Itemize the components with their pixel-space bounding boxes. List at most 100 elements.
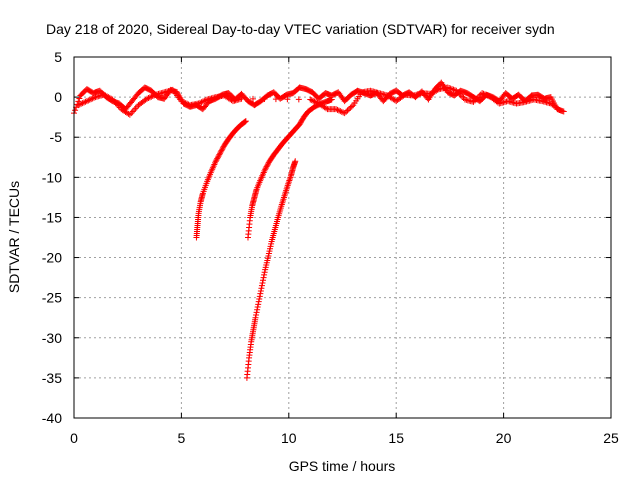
data-point-fill [145,95,152,102]
data-point-fill [459,93,466,100]
y-tick-label: -15 [42,209,62,225]
data-point [144,95,151,102]
data-point-fill [241,119,248,126]
data-point-fill [260,277,267,284]
data-point-fill [256,293,263,300]
data-point-fill [149,93,156,100]
data-point-fill [308,97,315,104]
data-point-fill [446,85,453,92]
data-point [262,166,269,173]
data-point-fill [476,93,483,100]
data-point-fill [253,312,260,319]
data-point-fill [215,152,222,159]
data-point-fill [179,98,186,105]
data-point-fill [457,92,464,99]
data-point-fill [454,89,461,96]
data-point-fill [261,95,268,102]
data-point-fill [146,94,153,101]
data-point-fill [473,95,480,102]
data-point-fill [197,99,204,106]
data-point-fill [78,100,85,107]
data-point-fill [254,306,261,313]
data-point-fill [345,106,352,113]
data-point-fill [264,162,271,169]
data-point-fill [323,105,330,112]
data-point-fill [284,96,291,103]
y-axis-label: SDTVAR / TECUs [6,181,22,293]
data-point-fill [254,304,261,311]
data-point [258,282,265,289]
data-point-fill [484,92,491,99]
data-point-fill [216,151,223,158]
data-point-fill [76,101,83,108]
data-point-fill [85,97,92,104]
data-point-fill [201,97,208,104]
data-point-fill [483,92,490,99]
data-point [75,102,82,109]
data-point-fill [253,309,260,316]
data-point [307,96,314,103]
y-tick-label: -30 [42,330,62,346]
data-point-fill [258,285,265,292]
x-tick-label: 5 [178,430,186,446]
data-point-fill [310,97,317,104]
data-point-fill [343,108,350,115]
data-point [195,100,202,107]
data-point [341,110,348,117]
data-point-fill [450,86,457,93]
x-tick-label: 15 [388,430,404,446]
data-point-fill [262,164,269,171]
plot-frame [73,56,612,419]
data-point [479,90,486,97]
data-point-fill [272,96,279,103]
y-tick-label: 5 [54,49,62,65]
data-point-fill [295,96,302,103]
y-tick-label: -20 [42,250,62,266]
data-point [470,98,477,105]
data-point [83,98,90,105]
data-point-fill [434,86,441,93]
y-tick-label: 0 [54,89,62,105]
data-point-fill [198,99,205,106]
data-point-fill [471,97,478,104]
x-tick-label: 25 [603,430,619,446]
x-tick-label: 20 [496,430,512,446]
data-point-fill [259,279,266,286]
data-point-fill [199,98,206,105]
data-point-fill [81,99,88,106]
data-point [328,96,335,103]
data-point-fill [88,96,95,103]
data-point [238,95,245,102]
data-point-fill [125,110,132,117]
data-point-fill [217,148,224,155]
data-point-fill [447,85,454,92]
x-tick-label: 10 [281,430,297,446]
axis-ticks: 0 5 10 15 20 25 5 0 -5 -10 -15 -20 -25 -30 -35 -40 [42,49,619,446]
data-point-fill [214,155,221,162]
data-point [252,314,259,321]
y-tick-label: -5 [50,129,63,145]
data-point-fill [214,154,221,161]
data-point [453,87,460,94]
y-tick-label: -40 [42,410,62,426]
data-point-fill [256,296,263,303]
data-point-fill [91,94,98,101]
data-point-fill [480,90,487,97]
data-point-fill [344,107,351,114]
x-tick-label: 0 [70,430,78,446]
data-point [444,84,451,91]
data-point-fill [82,98,89,105]
data-point-fill [555,105,562,112]
data-point-fill [335,107,342,114]
data-point-fill [257,290,264,297]
data-point [212,158,219,165]
data-point-fill [255,301,262,308]
data-point [217,150,224,157]
data-point-fill [181,99,188,106]
data-point [178,98,185,105]
data-point-fill [263,163,270,170]
data-point-fill [218,147,225,154]
data-point-fill [79,100,86,107]
chart-title: Day 218 of 2020, Sidereal Day-to-day VTE… [46,21,555,37]
